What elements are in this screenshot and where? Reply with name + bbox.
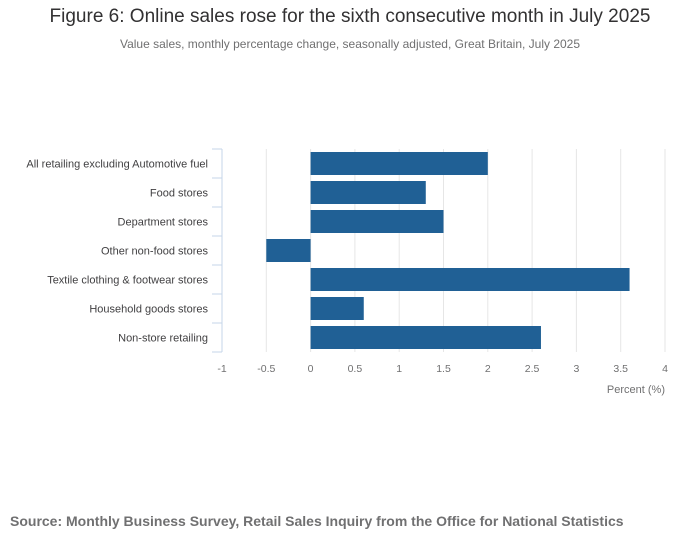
category-label: Household goods stores bbox=[89, 304, 208, 316]
bar bbox=[266, 239, 311, 262]
bar bbox=[310, 181, 426, 204]
chart-title: Figure 6: Online sales rose for the sixt… bbox=[49, 6, 651, 27]
x-tick-label: -1 bbox=[217, 363, 226, 375]
bar bbox=[310, 326, 541, 349]
category-label: Other non-food stores bbox=[101, 246, 209, 258]
category-label: Food stores bbox=[150, 188, 209, 200]
x-tick-labels: -1 -0.5 0 0.5 1 1.5 2 2.5 3 3.5 4 bbox=[217, 363, 668, 375]
x-tick-label: 0 bbox=[308, 363, 314, 375]
grid-lines bbox=[265, 149, 666, 352]
bar bbox=[310, 152, 488, 175]
category-labels: All retailing excluding Automotive fuel F… bbox=[26, 159, 208, 345]
x-tick-label: 2 bbox=[485, 363, 491, 375]
bar bbox=[310, 297, 364, 320]
category-label: Department stores bbox=[118, 217, 209, 229]
category-label: Textile clothing & footwear stores bbox=[47, 275, 208, 287]
category-label: Non-store retailing bbox=[118, 333, 208, 345]
x-axis-label: Percent (%) bbox=[607, 384, 665, 396]
x-tick-label: -0.5 bbox=[257, 363, 275, 375]
y-axis bbox=[212, 148, 223, 353]
source-note: Source: Monthly Business Survey, Retail … bbox=[10, 513, 624, 529]
bars bbox=[266, 152, 630, 349]
bar bbox=[310, 268, 630, 291]
chart-subtitle: Value sales, monthly percentage change, … bbox=[119, 37, 581, 51]
x-tick-label: 1 bbox=[396, 363, 402, 375]
x-tick-label: 4 bbox=[662, 363, 668, 375]
category-label: All retailing excluding Automotive fuel bbox=[26, 159, 208, 171]
x-tick-label: 2.5 bbox=[525, 363, 540, 375]
x-tick-label: 0.5 bbox=[348, 363, 363, 375]
x-tick-label: 1.5 bbox=[436, 363, 451, 375]
x-tick-label: 3 bbox=[573, 363, 579, 375]
x-tick-label: 3.5 bbox=[613, 363, 628, 375]
bar bbox=[310, 210, 444, 233]
